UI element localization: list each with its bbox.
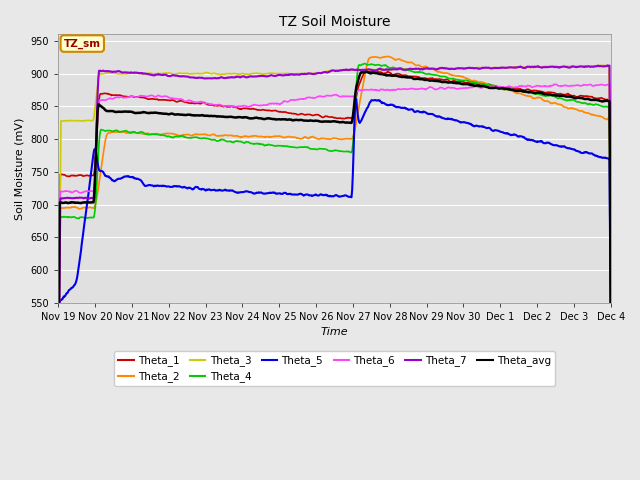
Line: Theta_1: Theta_1 [58, 71, 611, 419]
Theta_7 [607, 262, 614, 268]
Theta_3 [375, 67, 383, 73]
Theta_2 [54, 432, 62, 438]
Theta_avg [363, 69, 371, 75]
Theta_5 [88, 161, 96, 167]
Theta_4 [376, 62, 384, 68]
Theta_7 [531, 64, 538, 70]
Text: TZ_sm: TZ_sm [64, 38, 101, 48]
Theta_4 [361, 60, 369, 66]
Theta_1 [376, 69, 384, 75]
Theta_4 [607, 290, 614, 296]
Theta_4 [531, 91, 539, 97]
Line: Theta_5: Theta_5 [58, 99, 611, 445]
Theta_2 [390, 56, 398, 62]
Theta_3 [54, 389, 62, 395]
Theta_3 [390, 66, 397, 72]
Theta_3 [531, 64, 538, 70]
Theta_6 [605, 81, 613, 87]
Theta_2 [474, 79, 482, 85]
Theta_avg [376, 71, 384, 77]
Theta_7 [604, 62, 611, 68]
Theta_5 [407, 107, 415, 112]
Theta_1 [407, 73, 415, 79]
Theta_avg [607, 324, 614, 329]
Theta_3 [607, 287, 614, 293]
Theta_1 [363, 68, 371, 74]
Theta_3 [406, 66, 414, 72]
Y-axis label: Soil Moisture (mV): Soil Moisture (mV) [15, 118, 25, 220]
Theta_2 [375, 55, 383, 60]
Theta_2 [607, 297, 614, 303]
Theta_avg [88, 199, 96, 205]
Theta_6 [531, 84, 538, 89]
Theta_5 [54, 442, 62, 448]
Theta_avg [474, 83, 482, 88]
Theta_avg [407, 74, 415, 80]
Theta_1 [390, 72, 398, 77]
Theta_5 [531, 138, 539, 144]
X-axis label: Time: Time [321, 327, 348, 337]
Theta_4 [88, 215, 96, 220]
Line: Theta_2: Theta_2 [58, 56, 611, 435]
Theta_2 [384, 53, 392, 59]
Theta_3 [474, 65, 481, 71]
Theta_1 [88, 172, 96, 178]
Theta_3 [88, 118, 96, 123]
Legend: Theta_1, Theta_2, Theta_3, Theta_4, Theta_5, Theta_6, Theta_7, Theta_avg: Theta_1, Theta_2, Theta_3, Theta_4, Thet… [114, 351, 556, 386]
Theta_1 [607, 285, 614, 290]
Theta_2 [531, 96, 539, 101]
Theta_4 [474, 81, 482, 86]
Theta_avg [390, 73, 398, 79]
Theta_7 [474, 65, 481, 71]
Theta_6 [88, 188, 96, 194]
Theta_5 [352, 96, 360, 102]
Theta_5 [390, 103, 398, 108]
Line: Theta_avg: Theta_avg [58, 72, 611, 387]
Theta_4 [407, 68, 415, 74]
Theta_5 [474, 123, 482, 129]
Theta_6 [607, 275, 614, 280]
Theta_7 [88, 195, 96, 201]
Theta_6 [375, 88, 383, 94]
Theta_2 [407, 60, 415, 65]
Theta_4 [390, 65, 398, 71]
Theta_6 [390, 86, 397, 92]
Line: Theta_3: Theta_3 [58, 65, 611, 392]
Theta_avg [531, 90, 539, 96]
Line: Theta_7: Theta_7 [58, 65, 611, 431]
Line: Theta_6: Theta_6 [58, 84, 611, 427]
Line: Theta_4: Theta_4 [58, 63, 611, 440]
Theta_1 [531, 87, 539, 93]
Theta_6 [474, 84, 481, 90]
Theta_6 [406, 85, 414, 91]
Theta_4 [54, 437, 62, 443]
Theta_6 [54, 424, 62, 430]
Theta_7 [390, 66, 397, 72]
Theta_5 [376, 97, 384, 103]
Theta_5 [607, 358, 614, 363]
Theta_3 [597, 62, 605, 68]
Theta_avg [54, 384, 62, 390]
Theta_2 [88, 205, 96, 211]
Theta_7 [406, 66, 414, 72]
Theta_1 [54, 416, 62, 422]
Theta_7 [54, 428, 62, 434]
Title: TZ Soil Moisture: TZ Soil Moisture [279, 15, 390, 29]
Theta_1 [474, 81, 482, 87]
Theta_7 [375, 66, 383, 72]
